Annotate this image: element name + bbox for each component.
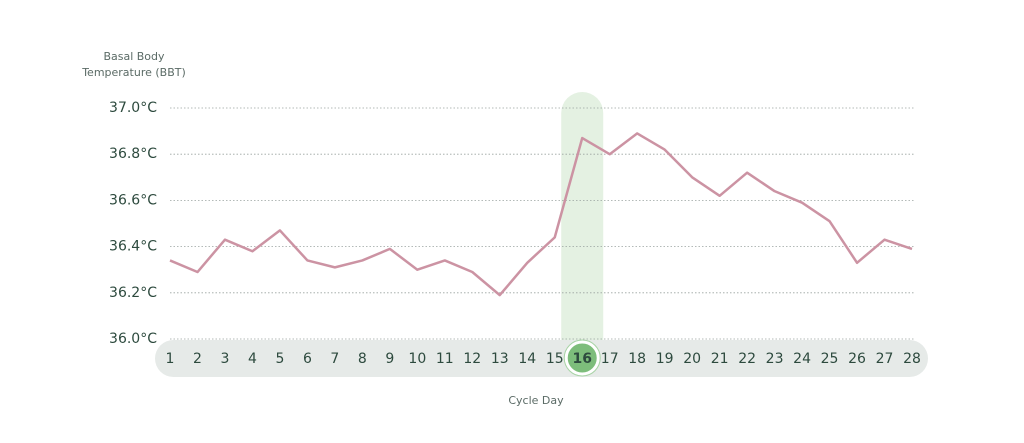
x-tick-label: 27: [876, 351, 894, 367]
x-tick-label: 2: [193, 351, 202, 367]
x-tick-label: 7: [330, 351, 339, 367]
x-tick-label: 28: [903, 351, 921, 367]
x-tick-label: 18: [628, 351, 646, 367]
y-tick-label: 36.0°C: [109, 331, 157, 347]
y-tick-label: 37.0°C: [109, 100, 157, 116]
x-tick-label: 6: [303, 351, 312, 367]
x-tick-label: 19: [656, 351, 674, 367]
x-tick-label: 10: [408, 351, 426, 367]
x-tick-label: 12: [463, 351, 481, 367]
highlight-band: [561, 92, 604, 375]
y-tick-label: 36.6°C: [109, 192, 157, 208]
x-tick-label: 22: [738, 351, 756, 367]
y-axis-label: Basal Body Temperature (BBT): [82, 50, 186, 79]
x-tick-label: 23: [766, 351, 784, 367]
x-tick-label: 5: [275, 351, 284, 367]
x-tick-label: 4: [248, 351, 257, 367]
x-tick-label: 20: [683, 351, 701, 367]
x-tick-label: 9: [385, 351, 394, 367]
day-strip: [155, 340, 928, 377]
x-tick-label: 25: [821, 351, 839, 367]
x-tick-label: 16: [572, 351, 591, 367]
x-axis-label: Cycle Day: [508, 394, 564, 407]
y-tick-label: 36.4°C: [109, 239, 157, 255]
x-tick-label: 17: [601, 351, 619, 367]
x-tick-label: 8: [358, 351, 367, 367]
x-tick-label: 1: [166, 351, 175, 367]
y-tick-label: 36.2°C: [109, 285, 157, 301]
x-tick-label: 11: [436, 351, 454, 367]
x-tick-label: 13: [491, 351, 509, 367]
y-tick-label: 36.8°C: [109, 146, 157, 162]
x-tick-label: 26: [848, 351, 866, 367]
x-tick-label: 15: [546, 351, 564, 367]
x-tick-label: 3: [221, 351, 230, 367]
x-tick-label: 24: [793, 351, 811, 367]
x-tick-label: 14: [518, 351, 536, 367]
x-tick-label: 21: [711, 351, 729, 367]
highlight-day: [564, 340, 600, 376]
temperature-line: [169, 132, 913, 297]
highlight-ring: [563, 339, 601, 377]
